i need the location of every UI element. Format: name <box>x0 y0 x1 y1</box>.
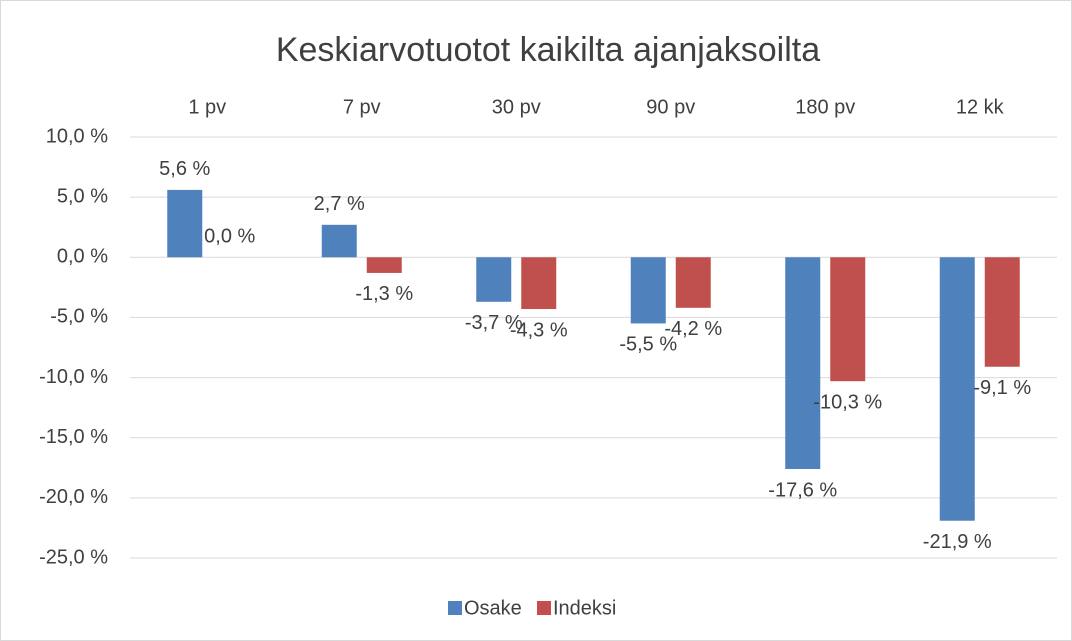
x-tick-label: 7 pv <box>343 96 381 118</box>
legend-swatch <box>537 601 551 615</box>
data-label: -5,5 % <box>619 334 677 356</box>
legend-label: Indeksi <box>553 597 616 619</box>
y-tick-label: 5,0 % <box>57 185 108 207</box>
bar <box>521 257 557 310</box>
data-label: -10,3 % <box>813 391 882 413</box>
data-label: -3,7 % <box>465 312 523 334</box>
legend-label: Osake <box>464 597 522 619</box>
x-tick-label: 12 kk <box>956 96 1005 118</box>
data-label: 5,6 % <box>159 158 210 180</box>
bar <box>830 257 866 382</box>
bar <box>939 257 975 521</box>
data-label: -4,3 % <box>510 319 568 341</box>
data-label: -1,3 % <box>355 283 413 305</box>
bar <box>785 257 821 469</box>
bar <box>167 189 203 258</box>
bar <box>321 224 357 258</box>
y-tick-label: 10,0 % <box>46 125 108 147</box>
data-label: -9,1 % <box>973 377 1031 399</box>
y-tick-label: -5,0 % <box>50 306 108 328</box>
data-label: -4,2 % <box>664 318 722 340</box>
x-tick-label: 180 pv <box>795 96 855 118</box>
y-tick-label: -10,0 % <box>39 366 108 388</box>
bar <box>366 257 402 273</box>
bar <box>476 257 512 302</box>
bar <box>630 257 666 324</box>
y-tick-label: -15,0 % <box>39 426 108 448</box>
y-tick-label: -20,0 % <box>39 486 108 508</box>
data-label: 2,7 % <box>314 193 365 215</box>
x-tick-label: 30 pv <box>492 96 541 118</box>
y-tick-label: -25,0 % <box>39 546 108 568</box>
bar <box>984 257 1020 367</box>
data-label: -17,6 % <box>768 479 837 501</box>
bar <box>675 257 711 308</box>
x-tick-label: 90 pv <box>646 96 695 118</box>
legend-swatch <box>448 601 462 615</box>
data-label: -21,9 % <box>923 531 992 553</box>
x-tick-label: 1 pv <box>188 96 226 118</box>
y-tick-label: 0,0 % <box>57 246 108 268</box>
data-label: 0,0 % <box>204 226 255 248</box>
chart-title: Keskiarvotuotot kaikilta ajanjaksoilta <box>276 31 820 69</box>
